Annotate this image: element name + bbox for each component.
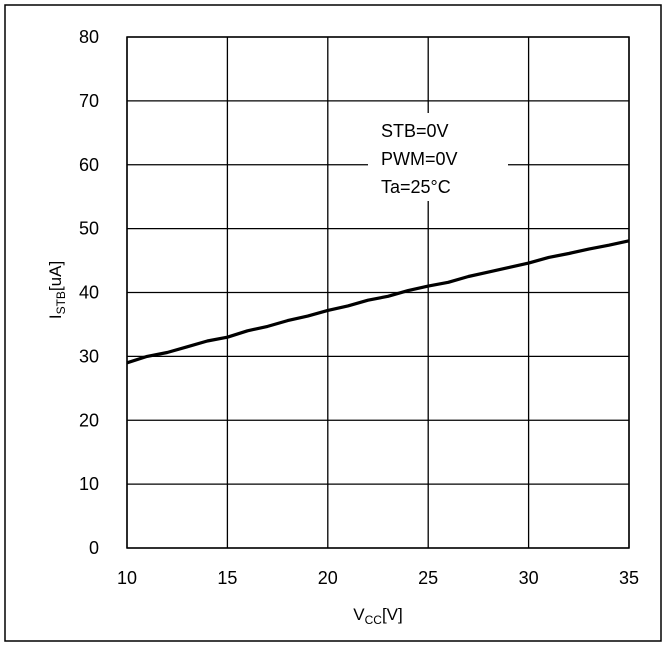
y-tick-label: 60 (79, 155, 99, 175)
y-tick-label: 0 (89, 538, 99, 558)
x-axis-label-main: V (353, 605, 365, 624)
y-axis-label: ISTB[uA] (46, 261, 68, 319)
y-tick-label: 50 (79, 219, 99, 239)
y-tick-label: 70 (79, 91, 99, 111)
x-axis-ticks: 10 15 20 25 30 35 (117, 568, 639, 588)
x-axis-label-subscript: CC (365, 613, 383, 627)
x-tick-label: 25 (418, 568, 438, 588)
y-tick-label: 80 (79, 27, 99, 47)
plot-area-border (126, 36, 630, 549)
annotation: STB=0V PWM=0V Ta=25°C (381, 121, 458, 197)
x-tick-label: 20 (318, 568, 338, 588)
y-tick-label: 20 (79, 410, 99, 430)
annotation-line-2: PWM=0V (381, 149, 458, 169)
x-tick-label: 10 (117, 568, 137, 588)
y-axis-label-subscript: STB (54, 291, 68, 314)
annotation-background (368, 113, 508, 201)
y-axis-label-main: I (46, 314, 65, 319)
annotation-line-3: Ta=25°C (381, 177, 451, 197)
annotation-line-1: STB=0V (381, 121, 449, 141)
chart-frame (4, 4, 662, 642)
y-tick-label: 10 (79, 474, 99, 494)
y-axis-ticks: 0 10 20 30 40 50 60 70 80 (79, 27, 99, 558)
series-group (126, 239, 630, 365)
x-axis-label-unit: [V] (382, 605, 403, 624)
y-axis-label-unit: [uA] (46, 261, 65, 291)
x-axis-label: VCC[V] (353, 605, 402, 627)
y-tick-label: 30 (79, 346, 99, 366)
x-tick-label: 30 (519, 568, 539, 588)
series-line (126, 239, 630, 365)
y-tick-label: 40 (79, 283, 99, 303)
x-tick-label: 35 (619, 568, 639, 588)
x-tick-label: 15 (217, 568, 237, 588)
plot-border (126, 36, 630, 549)
